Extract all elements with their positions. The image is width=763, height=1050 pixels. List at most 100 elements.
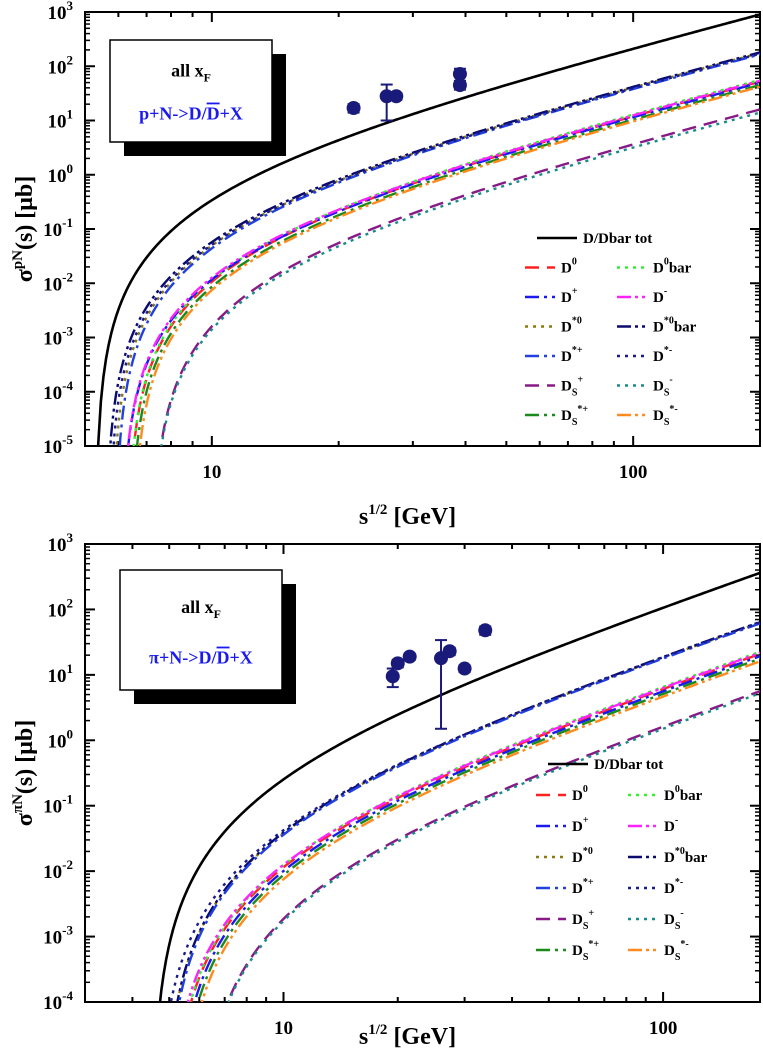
y-tick-base: 10	[48, 3, 67, 24]
y-tick-label: 10-2	[43, 857, 73, 883]
legend-label-Dminus: D-	[664, 815, 678, 835]
series-line-Dst0	[176, 621, 760, 1002]
series-line-Dstminus	[169, 621, 760, 1002]
legend-label-sub: S	[572, 388, 578, 399]
data-point	[385, 669, 400, 684]
legend-label-name: D	[653, 379, 664, 395]
y-axis-title-main: σ	[12, 269, 38, 282]
y-tick-exponent: 1	[67, 661, 74, 676]
data-points	[346, 66, 467, 122]
data-point	[442, 644, 457, 659]
x-axis-title: s1/2 [GeV]	[359, 1022, 456, 1050]
legend-label-tot: D/Dbar tot	[583, 231, 652, 247]
legend-label-D0bar: D0bar	[664, 784, 703, 804]
data-point	[390, 656, 405, 671]
legend-label-D0: D0	[572, 784, 588, 804]
legend-label-Dst0bar: D*0bar	[664, 846, 708, 866]
info-box: all xFπ+N->D/D+X	[119, 569, 296, 704]
legend-label-sup: -	[664, 286, 667, 297]
y-tick-label: 10-2	[43, 269, 73, 295]
y-tick-base: 10	[48, 731, 67, 752]
y-tick-exponent: 0	[67, 726, 74, 741]
legend-label-name: D	[664, 943, 675, 959]
legend-label-Dsplus: DS +	[572, 908, 594, 932]
legend-label-name: D	[561, 408, 572, 424]
legend-label-sup: +	[588, 908, 594, 919]
series-line-Dminus	[126, 79, 760, 446]
legend-label-sup: *0	[583, 846, 593, 857]
legend-label-sup: 0	[675, 784, 680, 795]
legend-label-sup: *0	[572, 316, 582, 327]
y-tick-label: 10-1	[43, 215, 73, 241]
series-line-tot	[96, 13, 760, 446]
series-line-tot	[158, 571, 760, 1002]
legend-label-name: D	[572, 850, 583, 866]
x-tick-label: 100	[649, 1018, 678, 1039]
legend-label-sup: -	[675, 815, 678, 826]
data-point	[402, 649, 417, 664]
legend-label-Dsstminus: DS *-	[653, 404, 678, 428]
y-tick-exponent: -4	[62, 988, 73, 1003]
x-axis-title: s1/2 [GeV]	[359, 502, 456, 530]
x-axis-title-sup: 1/2	[368, 502, 387, 518]
legend-label-name: D/Dbar tot	[583, 231, 652, 247]
series-line-Dsplus	[159, 108, 760, 446]
y-axis-title-sup: πN	[10, 794, 26, 813]
y-tick-exponent: 3	[67, 0, 74, 13]
legend-label-Dplus: D+	[561, 286, 578, 306]
legend-label-name: D	[561, 320, 572, 336]
y-tick-base: 10	[43, 993, 62, 1014]
y-tick-base: 10	[48, 535, 67, 556]
info-box-line2-rest: +X	[220, 104, 243, 124]
legend-label-sup: *0	[675, 846, 685, 857]
y-tick-base: 10	[48, 600, 67, 621]
info-box-frame	[109, 39, 273, 143]
y-tick-base: 10	[43, 383, 62, 404]
y-tick-exponent: -4	[62, 378, 73, 393]
legend-label-name: D	[572, 881, 583, 897]
legend-label-sup: *-	[669, 404, 677, 415]
legend-label-sup: *0	[664, 316, 674, 327]
legend-label-Dminus: D-	[653, 286, 667, 306]
y-tick-label: 10-5	[43, 432, 73, 458]
info-box-frame	[119, 569, 283, 691]
legend-label-sup: 0	[572, 257, 577, 268]
legend-label-Dstminus: D*-	[653, 345, 672, 365]
legend-label-Dsstplus: DS *+	[572, 939, 599, 963]
legend-label-D0bar: D0bar	[653, 257, 692, 277]
legend-label-sup: 0	[583, 784, 588, 795]
data-point	[452, 66, 467, 81]
y-axis-title-sup: pN	[10, 250, 26, 269]
legend-label-suffix: bar	[680, 788, 703, 804]
series-line-Dsstplus	[197, 657, 760, 1002]
info-box: all xFp+N->D/D+X	[109, 39, 286, 156]
legend-label-sub: S	[664, 417, 670, 428]
legend-label-name: D	[664, 819, 675, 835]
y-tick-exponent: -2	[62, 269, 73, 284]
legend-label-sup: 0	[664, 257, 669, 268]
legend-label-sub: S	[572, 417, 578, 428]
info-box-line2-main: π+N->D/	[149, 648, 217, 668]
series-curves	[158, 571, 760, 1002]
series-curves	[96, 13, 760, 446]
x-tick-label: 10	[274, 1018, 293, 1039]
y-tick-base: 10	[48, 666, 67, 687]
x-axis-title-rest: [GeV]	[387, 1024, 456, 1050]
info-box-line2-bar: D	[217, 648, 230, 668]
y-tick-base: 10	[43, 329, 62, 350]
legend-label-name: D	[561, 290, 572, 306]
series-line-Dsminus	[227, 692, 760, 1002]
legend-label-tot: D/Dbar tot	[594, 757, 663, 773]
legend-label-sup: *+	[583, 877, 594, 888]
x-axis-title-main: s	[359, 504, 368, 530]
legend-label-D0: D0	[561, 257, 577, 277]
legend-label-name: D	[653, 290, 664, 306]
data-point	[389, 89, 404, 104]
legend-label-name: D	[572, 819, 583, 835]
legend-label-Dst0: D*0	[572, 846, 593, 866]
legend-label-name: D	[664, 912, 675, 928]
